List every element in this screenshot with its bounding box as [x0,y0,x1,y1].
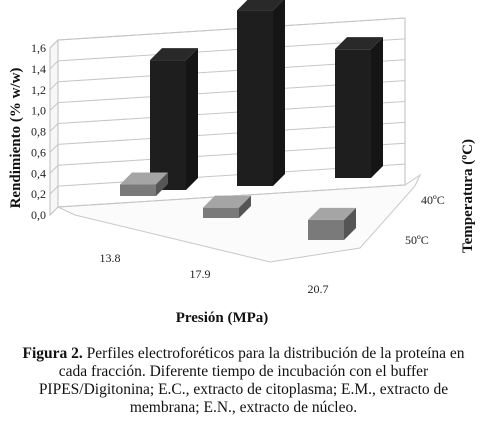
gridlines [49,17,406,216]
gridline [49,184,406,216]
chart: 0,0 0,2 0,4 0,6 0,8 1,0 1,2 1,4 1,6 13.8 17.9 20.7… [8,0,476,326]
y-tick-label: 1,6 [31,41,46,55]
bar-front [150,60,186,190]
z-axis-title: Temperatura (ºC) [460,139,476,253]
bar-top [120,172,168,185]
caption-text: Perfiles electroforéticos para la distri… [38,345,465,416]
bar-side [344,207,356,240]
x-tick-label: 20.7 [308,282,329,296]
z-tick-labels: 40ºC 50ºC [405,193,445,247]
bar [308,207,356,240]
y-tick-label: 0,2 [31,187,46,201]
y-tick-label: 0,8 [31,125,46,139]
z-tick-label: 40ºC [421,193,445,207]
x-tick-labels: 13.8 17.9 20.7 [100,251,329,296]
figure-caption: Figura 2. Perfiles electroforéticos para… [8,345,479,417]
bar-front [335,49,371,178]
gridline [49,142,406,174]
x-tick-label: 17.9 [190,267,211,281]
y-tick-label: 1,2 [31,83,46,97]
bars [120,0,383,240]
bar [335,37,383,178]
floor [57,173,422,263]
y-tick-label: 0,0 [31,208,46,222]
z-tick-label: 50ºC [405,233,429,247]
bar-top [308,207,356,220]
bar-top [335,37,383,50]
bar-top [237,0,284,11]
bar-top [203,195,251,208]
gridline [49,101,406,132]
bar-front [308,219,344,240]
y-tick-labels: 0,0 0,2 0,4 0,6 0,8 1,0 1,2 1,4 1,6 [31,41,46,222]
y-tick-label: 1,4 [31,62,46,76]
gridline [49,38,406,70]
gridline [49,17,406,49]
bar-front [203,207,239,218]
x-axis-title: Presión (MPa) [176,310,269,326]
x-tick-label: 13.8 [100,251,121,265]
y-tick-label: 0,4 [31,166,46,180]
bar-side [239,195,251,218]
bar-side [273,0,285,186]
bar-side [186,48,198,190]
bar [237,0,285,187]
bar-side [371,37,383,178]
bar-front [120,184,156,196]
gridline [49,80,406,111]
caption-label: Figura 2. [22,345,83,362]
gridline [49,121,406,153]
bar [150,48,198,190]
bar-side [156,172,168,196]
bar [203,195,251,218]
bar [120,172,168,196]
y-axis-title: Rendimiento (% w/w) [8,68,24,209]
bar-front [237,10,273,187]
bar-top [150,48,198,61]
gridline [49,163,406,195]
gridline [49,59,406,91]
y-tick-label: 0,6 [31,145,46,159]
y-tick-label: 1,0 [31,104,46,118]
